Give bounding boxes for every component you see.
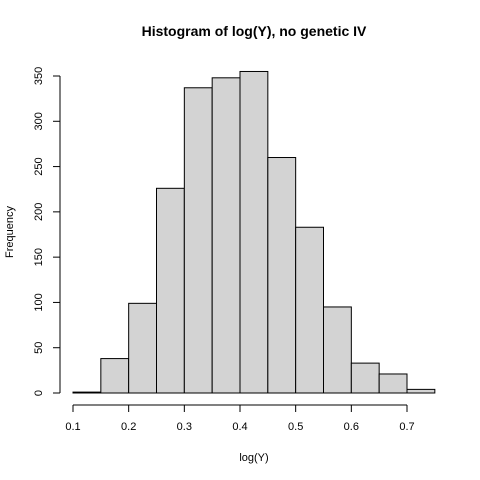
histogram-bar [72, 391, 102, 394]
y-tick-label: 0 [33, 390, 45, 396]
histogram-bar [128, 302, 158, 394]
histogram-bar [323, 306, 352, 394]
y-axis-label: Frequency [4, 206, 16, 258]
x-tick-label: 0.7 [399, 421, 414, 433]
x-tick-label: 0.3 [177, 421, 192, 433]
x-tick-label: 0.2 [121, 421, 136, 433]
x-tick-label: 0.6 [344, 421, 359, 433]
y-tick-label: 250 [33, 157, 45, 175]
y-tick-label: 50 [33, 342, 45, 354]
histogram-bar [211, 77, 241, 394]
x-axis: 0.1 0.2 0.3 0.4 0.5 0.6 0.7 [65, 404, 415, 433]
x-tick-label: 0.4 [232, 421, 247, 433]
y-tick-label: 150 [33, 248, 45, 266]
histogram-bar [295, 226, 324, 394]
histogram-bar [183, 87, 213, 394]
y-axis: 0 50 100 150 200 250 300 350 [33, 67, 61, 396]
histogram-bar [239, 70, 269, 394]
histogram-bar [100, 358, 130, 394]
x-tick-label: 0.1 [65, 421, 80, 433]
chart-title: Histogram of log(Y), no genetic IV [142, 23, 367, 39]
x-tick-label: 0.5 [288, 421, 303, 433]
x-axis-label: log(Y) [239, 452, 268, 464]
y-tick-label: 200 [33, 203, 45, 221]
y-tick-label: 350 [33, 67, 45, 85]
histogram-bar [156, 187, 185, 394]
histogram-bar [406, 388, 436, 394]
bars-group [72, 70, 436, 394]
y-tick-label: 300 [33, 112, 45, 130]
y-tick-label: 100 [33, 293, 45, 311]
histogram-bar [267, 157, 297, 394]
histogram-bar [378, 373, 408, 394]
histogram-bar [350, 362, 380, 394]
